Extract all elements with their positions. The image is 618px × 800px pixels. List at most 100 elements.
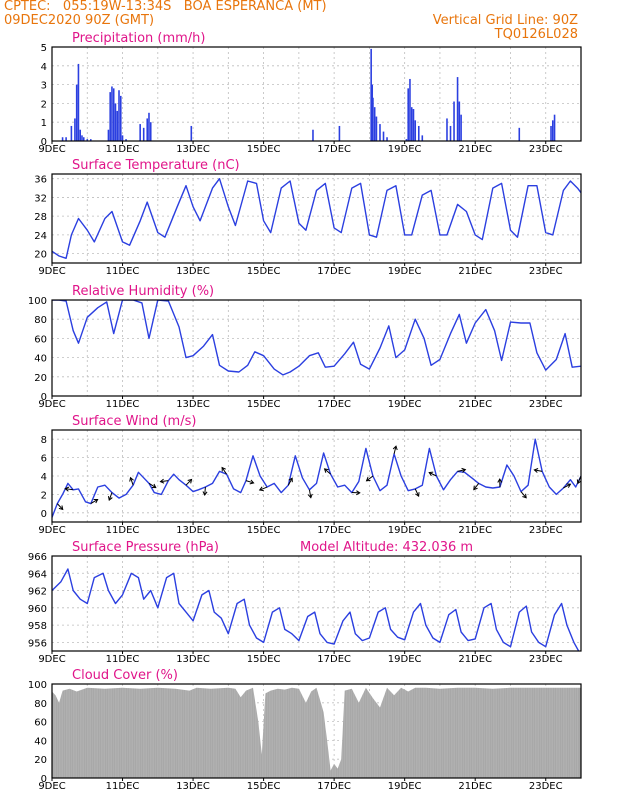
x-tick-label: 23DEC bbox=[529, 525, 563, 536]
wind-arrow-head bbox=[415, 492, 420, 498]
wind-arrow-head bbox=[461, 467, 467, 473]
precip-bar bbox=[70, 125, 73, 141]
x-tick-label: 19DEC bbox=[388, 399, 422, 410]
plot-area bbox=[52, 177, 581, 259]
x-tick-label: 13DEC bbox=[176, 781, 210, 792]
precip-bar bbox=[86, 139, 89, 141]
wind-arrow-head bbox=[356, 490, 361, 496]
x-tick-label: 15DEC bbox=[247, 144, 281, 155]
series-line bbox=[52, 568, 580, 651]
wind-arrow-head bbox=[159, 478, 165, 484]
panel-wind: 0 2 4 6 8 9DEC 11DEC 13DEC 15DEC 17DEC 19DEC 21DEC 2… bbox=[38, 414, 582, 536]
precip-bar bbox=[382, 131, 385, 141]
wind-arrow bbox=[414, 488, 420, 497]
model-code: TQ0126L028 bbox=[494, 27, 578, 42]
wind-arrow-head bbox=[187, 478, 193, 484]
precip-bar bbox=[82, 137, 85, 141]
wind-arrow bbox=[457, 469, 466, 472]
x-tick-label: 21DEC bbox=[458, 654, 492, 665]
x-tick-label: 19DEC bbox=[388, 144, 422, 155]
x-tick-label: 15DEC bbox=[247, 399, 281, 410]
y-tick-label: 0 bbox=[41, 392, 47, 403]
precip-bar bbox=[74, 118, 76, 141]
wind-arrow bbox=[160, 480, 169, 483]
precip-bar bbox=[373, 107, 376, 141]
y-tick-label: 40 bbox=[34, 354, 47, 365]
precip-bar bbox=[121, 135, 124, 141]
y-tick-label: 24 bbox=[34, 231, 47, 242]
x-tick-label: 17DEC bbox=[317, 399, 351, 410]
vertical-grid-note: Vertical Grid Line: 90Z bbox=[432, 13, 578, 28]
precip-bar bbox=[89, 139, 92, 141]
y-tick-label: 960 bbox=[28, 604, 47, 615]
panel-frame bbox=[51, 299, 582, 397]
wind-arrow-head bbox=[258, 486, 264, 492]
y-tick-label: 4 bbox=[41, 62, 47, 73]
y-tick-label: 20 bbox=[34, 250, 47, 261]
wind-arrow bbox=[534, 469, 543, 472]
x-tick-label: 9DEC bbox=[38, 654, 65, 665]
y-tick-label: 964 bbox=[28, 569, 47, 580]
x-tick-label: 23DEC bbox=[529, 266, 563, 277]
panel-title: Precipitation (mm/h) bbox=[72, 31, 205, 46]
precip-bar bbox=[125, 139, 127, 141]
precip-bar bbox=[386, 137, 388, 141]
precip-bar bbox=[107, 129, 110, 141]
panel-title: Relative Humidity (%) bbox=[72, 284, 214, 299]
panel-frame bbox=[51, 429, 582, 523]
wind-arrow-head bbox=[522, 493, 527, 499]
precip-bar bbox=[405, 139, 408, 141]
precip-bar bbox=[446, 118, 448, 141]
panel-title: Surface Pressure (hPa) bbox=[72, 540, 219, 555]
x-tick-label: 19DEC bbox=[388, 781, 422, 792]
wind-arrow-head bbox=[497, 478, 503, 483]
panel-pressure: 956 958 960 962 964 966 9DEC 11DEC 13DEC 15DEC 17D… bbox=[28, 540, 582, 665]
wind-arrow-head bbox=[428, 471, 434, 477]
precip-bar bbox=[75, 84, 78, 141]
wind-arrow bbox=[245, 480, 254, 484]
y-tick-label: 32 bbox=[34, 193, 47, 204]
precip-bar bbox=[142, 127, 145, 141]
y-tick-label: 1 bbox=[41, 118, 47, 129]
precip-bar bbox=[412, 109, 415, 141]
precip-bar bbox=[417, 125, 420, 141]
wind-arrow-head bbox=[533, 468, 539, 473]
precip-bar bbox=[112, 88, 115, 141]
x-tick-label: 13DEC bbox=[176, 399, 210, 410]
wind-arrow bbox=[393, 446, 397, 455]
x-tick-label: 21DEC bbox=[458, 525, 492, 536]
wind-arrow-head bbox=[151, 483, 157, 489]
wind-arrow bbox=[221, 467, 227, 475]
x-tick-label: 13DEC bbox=[176, 144, 210, 155]
y-tick-label: 100 bbox=[28, 296, 47, 307]
precip-bar bbox=[407, 88, 409, 141]
panel-title: Cloud Cover (%) bbox=[72, 668, 178, 683]
wind-arrow bbox=[428, 472, 437, 477]
wind-arrow-head bbox=[392, 445, 398, 451]
precip-bar bbox=[148, 112, 150, 141]
precip-bar bbox=[421, 135, 424, 141]
y-tick-label: 6 bbox=[41, 454, 47, 465]
x-tick-label: 11DEC bbox=[106, 399, 140, 410]
wind-arrow-head bbox=[307, 493, 313, 499]
precip-bar bbox=[116, 110, 119, 141]
wind-arrow-head bbox=[288, 477, 293, 483]
y-tick-label: 80 bbox=[34, 699, 47, 710]
x-tick-label: 11DEC bbox=[106, 525, 140, 536]
x-tick-label: 23DEC bbox=[529, 144, 563, 155]
precip-bar bbox=[338, 125, 341, 141]
panel-humidity: 0 20 40 60 80 100 9DEC 11DEC 13DEC 15DEC 17DEC 19DE… bbox=[28, 284, 582, 410]
wind-arrow bbox=[130, 477, 134, 486]
x-tick-label: 9DEC bbox=[38, 399, 65, 410]
wind-arrow-head bbox=[323, 468, 329, 473]
x-tick-label: 23DEC bbox=[529, 399, 563, 410]
wind-arrow bbox=[308, 489, 312, 498]
precip-bar bbox=[375, 116, 378, 141]
precip-bar bbox=[149, 122, 152, 141]
precip-bar bbox=[458, 101, 461, 141]
wind-arrow-head bbox=[473, 485, 478, 491]
x-tick-label: 15DEC bbox=[247, 654, 281, 665]
panel-cloud-cover: 0 20 40 60 80 100 9DEC 11DEC 13DEC 15DEC 17DEC 19DE… bbox=[28, 668, 582, 792]
y-tick-label: 0 bbox=[41, 137, 47, 148]
